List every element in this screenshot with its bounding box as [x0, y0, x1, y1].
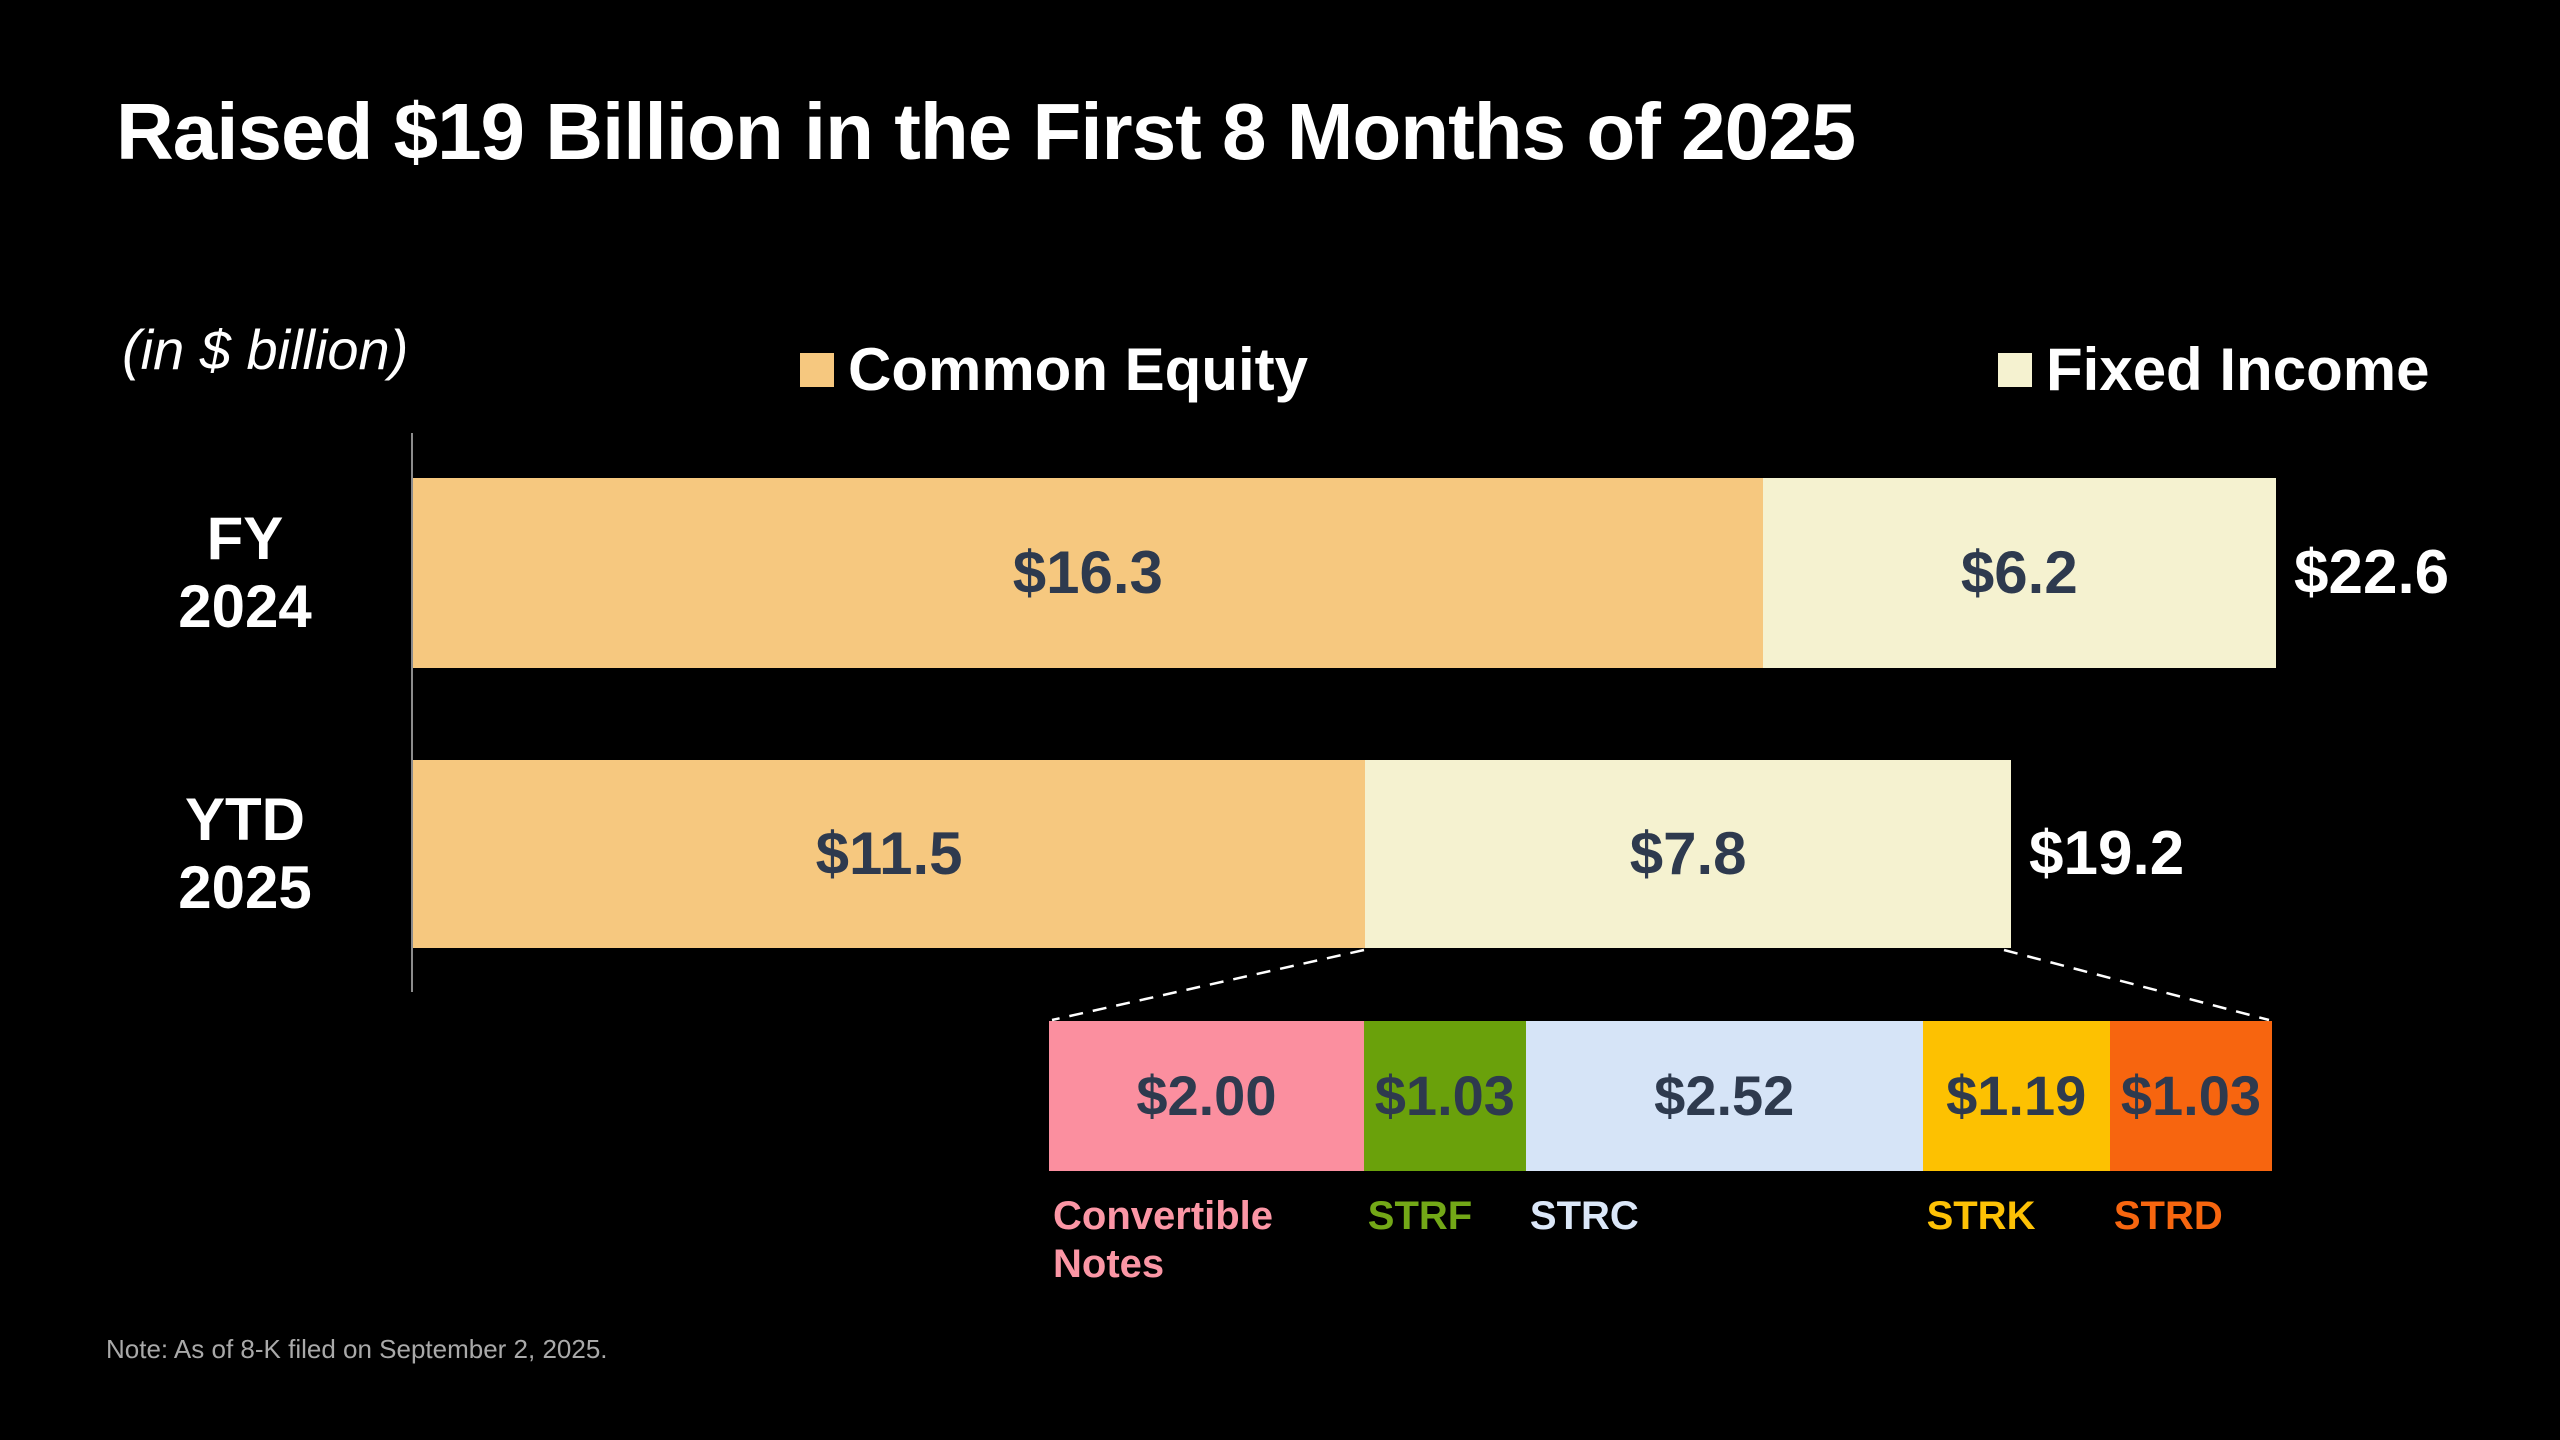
- legend: Common Equity Fixed Income: [800, 338, 2429, 402]
- bar-segment: $6.2: [1762, 478, 2276, 668]
- bar-segment: $16.3: [413, 478, 1763, 668]
- footnote: Note: As of 8-K filed on September 2, 20…: [106, 1334, 608, 1364]
- common-equity-swatch-icon: [800, 353, 834, 387]
- breakdown-value-label: $2.52: [1654, 1064, 1795, 1127]
- breakdown-ticker-label: STRF: [1367, 1194, 1473, 1238]
- breakdown-ticker-label: Convertible Notes: [1053, 1194, 1274, 1286]
- legend-label: Common Equity: [848, 336, 1308, 403]
- category-label-line: YTD: [185, 786, 305, 854]
- legend-item-common-equity: Common Equity: [800, 340, 1308, 400]
- breakdown-value-label: $1.03: [1374, 1064, 1515, 1127]
- breakdown-value-label: $1.03: [2120, 1064, 2261, 1127]
- units-label: (in $ billion): [122, 318, 409, 381]
- breakdown-segment: $1.03: [2109, 1021, 2272, 1171]
- fixed-income-swatch-icon: [1998, 353, 2032, 387]
- axis-line: [411, 433, 413, 992]
- legend-label: Fixed Income: [2046, 336, 2430, 403]
- category-label-line: FY: [206, 505, 284, 573]
- slide-title: Raised $19 Billion in the First 8 Months…: [116, 87, 1856, 176]
- category-label-line: 2024: [178, 573, 312, 640]
- breakdown-ticker-label: STRK: [1926, 1194, 2036, 1238]
- category-label: YTD 2025: [130, 760, 360, 948]
- bar-value-label: $7.8: [1629, 820, 1747, 887]
- breakdown-ticker-label: STRC: [1529, 1194, 1639, 1238]
- breakdown-segment: $1.19: [1922, 1021, 2110, 1171]
- bar-segment: $7.8: [1365, 760, 2012, 948]
- breakdown-segment: $2.52: [1525, 1021, 1923, 1171]
- bar-value-label: $16.3: [1012, 539, 1163, 606]
- legend-item-fixed-income: Fixed Income: [1998, 340, 2429, 400]
- bar-value-label: $6.2: [1960, 539, 2078, 606]
- breakdown-ticker-label: STRD: [2113, 1194, 2223, 1238]
- category-label: FY 2024: [130, 478, 360, 668]
- breakdown-segment: $2.00: [1049, 1021, 1364, 1171]
- category-label-line: 2025: [178, 854, 312, 921]
- breakdown-segment: $1.03: [1363, 1021, 1526, 1171]
- bar-total-label: $19.2: [2029, 819, 2185, 888]
- bar-total-label: $22.6: [2294, 538, 2450, 607]
- bar-value-label: $11.5: [815, 820, 963, 887]
- breakdown-value-label: $2.00: [1136, 1064, 1277, 1127]
- breakdown-value-label: $1.19: [1946, 1064, 2087, 1127]
- bar-segment: $11.5: [413, 760, 1366, 948]
